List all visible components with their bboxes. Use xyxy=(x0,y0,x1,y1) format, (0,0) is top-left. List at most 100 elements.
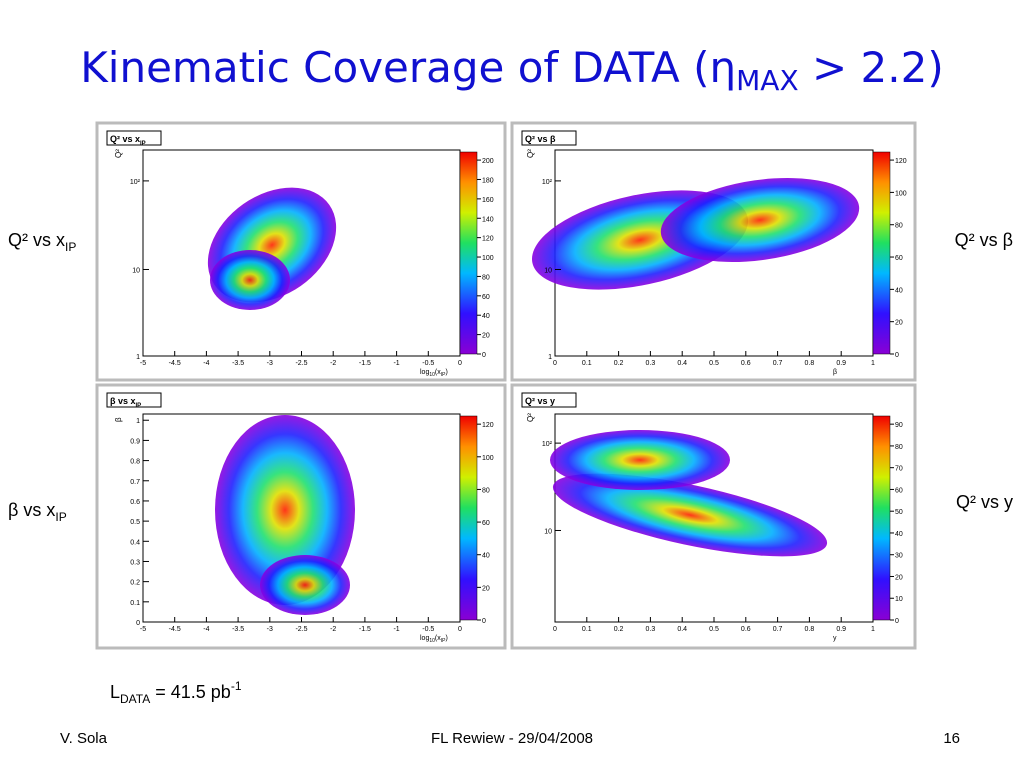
x-tick-label: -3 xyxy=(267,360,273,367)
text-part: β xyxy=(833,369,837,376)
luminosity: LDATA = 41.5 pb-1 xyxy=(110,679,242,706)
y-tick-label: 0.8 xyxy=(130,459,140,466)
z-tick-label: 20 xyxy=(895,574,903,581)
text-part: log xyxy=(420,369,429,376)
x-tick-label: -1.5 xyxy=(359,626,371,633)
z-tick-label: 100 xyxy=(895,190,907,197)
y-tick-label: 0.2 xyxy=(130,580,140,587)
x-tick-label: 0 xyxy=(553,626,557,633)
z-tick-label: 40 xyxy=(482,313,490,320)
x-tick-label: 0.2 xyxy=(614,360,624,367)
panel-title-box xyxy=(106,392,162,408)
z-tick-label: 120 xyxy=(895,158,907,165)
z-tick-label: 60 xyxy=(895,487,903,494)
y-axis-label: Q² xyxy=(114,149,123,158)
x-axis-label: log10(xIP) xyxy=(420,369,448,378)
footer-page: 16 xyxy=(943,730,960,747)
x-tick-label: -5 xyxy=(140,626,146,633)
z-tick-label: 20 xyxy=(482,333,490,340)
text-part: Q² vs x xyxy=(8,230,65,250)
z-tick-label: 90 xyxy=(895,422,903,429)
panel-title: Q² vs xIP xyxy=(110,134,146,147)
z-tick-label: 10 xyxy=(895,596,903,603)
x-tick-label: -2 xyxy=(330,626,336,633)
z-tick-label: 120 xyxy=(482,236,494,243)
heatmap-region xyxy=(210,250,290,310)
side-label: Q² vs β xyxy=(955,230,1013,250)
x-tick-label: 0.7 xyxy=(773,626,783,633)
x-tick-label: -4.5 xyxy=(169,360,181,367)
x-tick-label: -2.5 xyxy=(295,360,307,367)
text-part: β vs x xyxy=(8,500,55,520)
x-tick-label: 0.6 xyxy=(741,360,751,367)
side-label: Q² vs y xyxy=(956,492,1013,512)
text-part: IP xyxy=(136,403,142,409)
text-part: Q² vs y xyxy=(956,492,1013,512)
y-tick-label: 0.9 xyxy=(130,438,140,445)
x-axis-label: log10(xIP) xyxy=(420,635,448,644)
z-tick-label: 0 xyxy=(482,618,486,625)
text-part: (x xyxy=(435,369,441,376)
text-part: IP xyxy=(441,372,446,378)
x-tick-label: 0.9 xyxy=(836,360,846,367)
text-part: (x xyxy=(435,635,441,642)
z-tick-label: 40 xyxy=(482,553,490,560)
text-part: IP xyxy=(441,638,446,644)
text-part: Q² vs x xyxy=(110,134,140,144)
z-tick-label: 40 xyxy=(895,287,903,294)
y-tick-label: 0.3 xyxy=(130,559,140,566)
y-tick-label: 1 xyxy=(136,354,140,361)
text-part: IP xyxy=(55,510,66,524)
x-tick-label: 0.7 xyxy=(773,360,783,367)
footer-event: FL Rewiew - 29/04/2008 xyxy=(431,730,593,747)
text-part: log xyxy=(420,635,429,642)
z-tick-label: 20 xyxy=(482,585,490,592)
y-tick-label: 10 xyxy=(544,267,552,274)
y-tick-label: 1 xyxy=(136,418,140,425)
z-tick-label: 100 xyxy=(482,255,494,262)
y-tick-label: 0.4 xyxy=(130,539,140,546)
heatmap-region xyxy=(550,430,730,490)
colour-bar xyxy=(459,415,478,621)
z-tick-label: 0 xyxy=(895,352,899,359)
panel-title-box xyxy=(521,130,577,146)
panel-title: Q² vs β xyxy=(525,134,556,144)
y-axis-label: β xyxy=(114,417,123,422)
z-tick-label: 60 xyxy=(482,520,490,527)
panel-title-box xyxy=(521,392,577,408)
x-tick-label: -0.5 xyxy=(422,360,434,367)
x-tick-label: -2 xyxy=(330,360,336,367)
text-part: β vs x xyxy=(110,396,136,406)
z-tick-label: 40 xyxy=(895,531,903,538)
x-tick-label: -3.5 xyxy=(232,360,244,367)
heatmap-region xyxy=(552,473,828,557)
x-tick-label: 0 xyxy=(458,360,462,367)
heatmap-region xyxy=(260,555,350,615)
panel-title: Q² vs y xyxy=(525,396,555,406)
text-part: 10 xyxy=(429,372,435,378)
footer-author: V. Sola xyxy=(60,730,108,747)
z-tick-label: 0 xyxy=(895,618,899,625)
z-tick-label: 160 xyxy=(482,197,494,204)
x-tick-label: 0.3 xyxy=(646,360,656,367)
text-part: y xyxy=(833,635,837,642)
x-tick-label: -1 xyxy=(393,360,399,367)
x-axis-label: y xyxy=(833,635,837,642)
y-tick-label: 10² xyxy=(542,441,553,448)
slide-title: Kinematic Coverage of DATA (ηMAX > 2.2) xyxy=(80,43,943,97)
x-tick-label: 0.1 xyxy=(582,626,592,633)
x-tick-label: -1 xyxy=(393,626,399,633)
text-part: IP xyxy=(140,141,146,147)
text-part: Q² vs β xyxy=(955,230,1013,250)
y-tick-label: 10 xyxy=(544,528,552,535)
text-part: ) xyxy=(445,635,447,642)
x-tick-label: -2.5 xyxy=(295,626,307,633)
text-part: 10 xyxy=(429,638,435,644)
y-tick-label: 10 xyxy=(132,267,140,274)
x-tick-label: 1 xyxy=(871,626,875,633)
y-tick-label: 0.7 xyxy=(130,479,140,486)
y-tick-label: 0.5 xyxy=(130,519,140,526)
colour-bar xyxy=(872,151,891,355)
x-tick-label: 0.8 xyxy=(805,626,815,633)
z-tick-label: 70 xyxy=(895,466,903,473)
